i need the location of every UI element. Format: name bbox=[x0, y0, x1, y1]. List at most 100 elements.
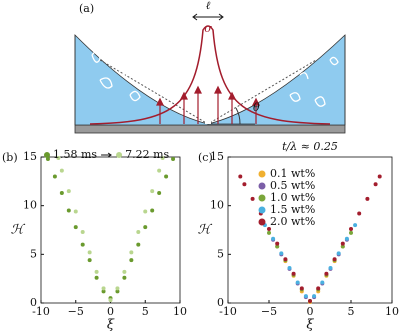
legend-label: 7.22 ms bbox=[125, 148, 169, 161]
legend-marker bbox=[258, 206, 266, 214]
y-tick-label: 15 bbox=[23, 150, 37, 163]
point bbox=[160, 155, 165, 160]
point bbox=[101, 289, 106, 294]
substrate bbox=[74, 124, 346, 134]
point bbox=[143, 209, 148, 214]
point bbox=[349, 230, 353, 235]
point bbox=[122, 269, 127, 274]
point bbox=[295, 280, 300, 285]
legend-marker bbox=[44, 152, 50, 158]
point bbox=[143, 225, 148, 230]
point bbox=[267, 227, 271, 232]
point bbox=[312, 294, 317, 299]
x-tick-label: -10 bbox=[219, 305, 237, 318]
point bbox=[108, 298, 113, 303]
point bbox=[340, 244, 345, 249]
y-tick-label: 15 bbox=[210, 150, 224, 163]
panel-label: (b) bbox=[2, 151, 18, 164]
y-tick-label: 10 bbox=[210, 199, 224, 212]
legend-marker bbox=[116, 152, 123, 158]
x-tick-label: 10 bbox=[385, 305, 399, 318]
point bbox=[373, 182, 378, 187]
point bbox=[80, 242, 85, 247]
point bbox=[129, 258, 134, 263]
x-tick-label: 10 bbox=[173, 305, 187, 318]
point bbox=[150, 189, 155, 194]
point bbox=[316, 286, 321, 291]
point bbox=[59, 168, 64, 173]
x-tick-label: 0 bbox=[107, 305, 114, 318]
point bbox=[279, 251, 284, 256]
point bbox=[275, 241, 280, 246]
point bbox=[238, 174, 243, 179]
legend-marker bbox=[258, 218, 266, 226]
panel-label: (a) bbox=[79, 2, 94, 15]
point bbox=[365, 196, 370, 201]
point bbox=[336, 251, 341, 256]
angle-arc bbox=[235, 107, 241, 125]
point bbox=[122, 275, 127, 280]
point bbox=[87, 250, 92, 255]
point bbox=[357, 211, 362, 216]
arrows bbox=[156, 85, 260, 124]
point bbox=[80, 229, 85, 234]
point bbox=[250, 196, 255, 201]
plot-frame bbox=[40, 156, 181, 304]
y-axis-label: ℋ bbox=[198, 223, 213, 238]
point bbox=[320, 280, 325, 285]
point bbox=[157, 168, 162, 173]
x-axis-label: ξ bbox=[107, 318, 115, 331]
point bbox=[129, 250, 134, 255]
diagram: (a) ℓ σ θ bbox=[74, 0, 346, 134]
point bbox=[267, 230, 271, 235]
point bbox=[66, 189, 71, 194]
point bbox=[299, 286, 304, 291]
legend-label: 1.0 wt% bbox=[270, 191, 315, 204]
point bbox=[377, 174, 382, 179]
point bbox=[283, 257, 288, 262]
particles bbox=[91, 51, 339, 107]
point bbox=[308, 299, 312, 304]
legend-label: 0.5 wt% bbox=[270, 179, 315, 192]
panel-label: (c) bbox=[198, 151, 213, 164]
point bbox=[340, 241, 345, 246]
point bbox=[275, 244, 280, 249]
chart-title: t/λ ≈ 0.25 bbox=[282, 140, 338, 153]
point bbox=[150, 208, 155, 213]
theta-label: θ bbox=[253, 101, 260, 114]
point bbox=[94, 275, 99, 280]
y-tick-label: 0 bbox=[217, 296, 224, 309]
point bbox=[59, 191, 64, 196]
point bbox=[73, 225, 78, 230]
point bbox=[101, 286, 106, 291]
stress-curve bbox=[89, 25, 331, 125]
x-tick-label: 0 bbox=[307, 305, 314, 318]
legend-arrow bbox=[101, 152, 112, 158]
y-tick-label: 0 bbox=[30, 296, 37, 309]
x-tick-label: 5 bbox=[142, 305, 149, 318]
x-tick-label: −5 bbox=[261, 305, 277, 318]
point bbox=[52, 174, 57, 179]
point bbox=[73, 209, 78, 214]
point bbox=[136, 229, 141, 234]
gap bbox=[205, 70, 211, 124]
x-axis-label: ξ bbox=[306, 318, 314, 331]
legend-marker bbox=[258, 194, 266, 202]
point bbox=[171, 156, 176, 161]
legend-label: 1.58 ms bbox=[53, 148, 97, 161]
width-arrow bbox=[192, 13, 224, 21]
y-tick-label: 5 bbox=[217, 247, 224, 260]
point bbox=[164, 174, 169, 179]
point bbox=[344, 236, 349, 241]
y-tick-label: 5 bbox=[30, 247, 37, 260]
liquid bbox=[74, 34, 346, 126]
point bbox=[349, 227, 353, 232]
legend-label: 1.5 wt% bbox=[270, 203, 315, 216]
point bbox=[94, 269, 99, 274]
walls bbox=[74, 35, 346, 125]
point bbox=[324, 271, 329, 276]
length-label: ℓ bbox=[206, 0, 211, 12]
y-axis-label: ℋ bbox=[11, 223, 26, 238]
sigma-label: σ bbox=[204, 22, 212, 35]
